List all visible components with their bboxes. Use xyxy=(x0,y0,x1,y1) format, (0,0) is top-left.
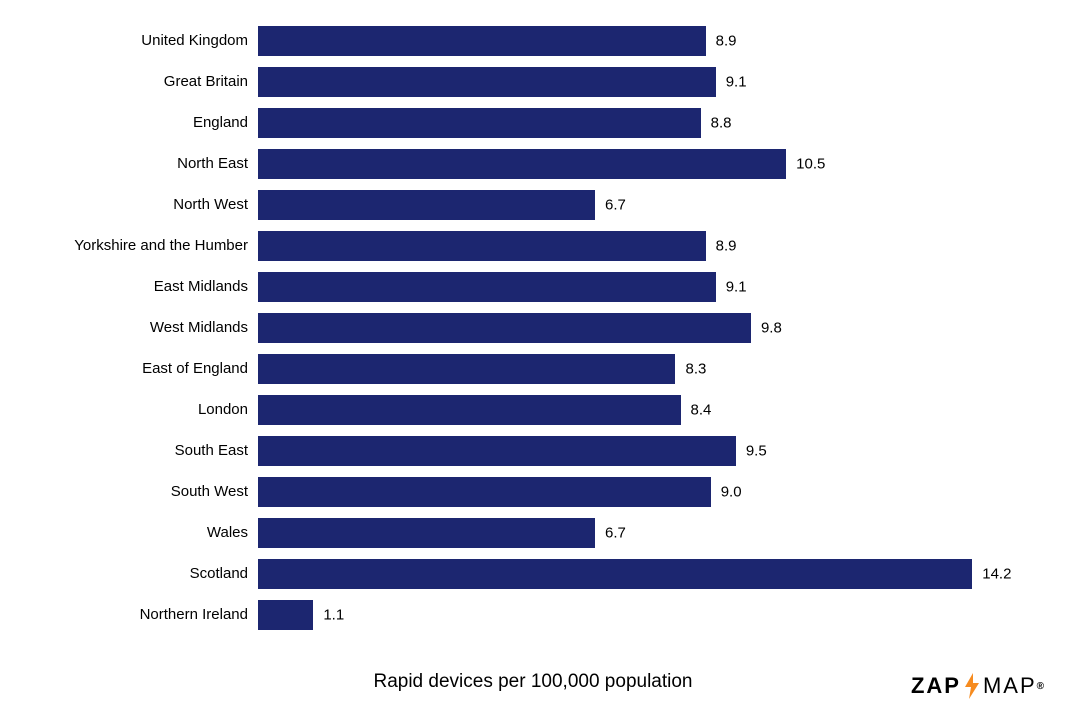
bar-value-label: 9.5 xyxy=(736,442,767,459)
chart-row: London8.4 xyxy=(0,389,1066,430)
zapmap-logo: ZAP MAP ® xyxy=(911,673,1044,699)
bar: 9.1 xyxy=(258,67,716,97)
bar: 8.9 xyxy=(258,26,706,56)
chart-row: East of England8.3 xyxy=(0,348,1066,389)
category-label: South East xyxy=(0,442,258,459)
bar-value-label: 9.1 xyxy=(716,278,747,295)
bar: 9.0 xyxy=(258,477,711,507)
logo-text-right: MAP xyxy=(983,673,1037,699)
bar-track: 9.1 xyxy=(258,272,1018,302)
bar-track: 6.7 xyxy=(258,190,1018,220)
category-label: Wales xyxy=(0,524,258,541)
bar: 8.4 xyxy=(258,395,681,425)
logo-text-left: ZAP xyxy=(911,673,961,699)
category-label: Great Britain xyxy=(0,73,258,90)
category-label: Scotland xyxy=(0,565,258,582)
logo-registered: ® xyxy=(1037,681,1044,692)
category-label: London xyxy=(0,401,258,418)
category-label: England xyxy=(0,114,258,131)
chart-row: West Midlands9.8 xyxy=(0,307,1066,348)
chart-row: South East9.5 xyxy=(0,430,1066,471)
bar-value-label: 1.1 xyxy=(313,606,344,623)
bar-value-label: 9.0 xyxy=(711,483,742,500)
category-label: West Midlands xyxy=(0,319,258,336)
chart-row: North West6.7 xyxy=(0,184,1066,225)
bar-track: 8.8 xyxy=(258,108,1018,138)
bar-track: 8.3 xyxy=(258,354,1018,384)
chart-row: Scotland14.2 xyxy=(0,553,1066,594)
chart-row: Wales6.7 xyxy=(0,512,1066,553)
bar-chart: United Kingdom8.9Great Britain9.1England… xyxy=(0,20,1066,635)
bar-track: 9.5 xyxy=(258,436,1018,466)
chart-row: North East10.5 xyxy=(0,143,1066,184)
bar-value-label: 14.2 xyxy=(972,565,1011,582)
bar: 14.2 xyxy=(258,559,972,589)
chart-row: Northern Ireland1.1 xyxy=(0,594,1066,635)
category-label: South West xyxy=(0,483,258,500)
bar-track: 1.1 xyxy=(258,600,1018,630)
bar-value-label: 8.4 xyxy=(681,401,712,418)
bar-track: 8.9 xyxy=(258,26,1018,56)
bar-track: 14.2 xyxy=(258,559,1018,589)
bar: 9.1 xyxy=(258,272,716,302)
bar-value-label: 10.5 xyxy=(786,155,825,172)
lightning-bolt-icon xyxy=(963,673,981,699)
bar-value-label: 6.7 xyxy=(595,196,626,213)
bar: 10.5 xyxy=(258,149,786,179)
bar: 8.3 xyxy=(258,354,675,384)
bar-value-label: 8.9 xyxy=(706,32,737,49)
category-label: Northern Ireland xyxy=(0,606,258,623)
category-label: East Midlands xyxy=(0,278,258,295)
chart-row: South West9.0 xyxy=(0,471,1066,512)
bar-track: 10.5 xyxy=(258,149,1018,179)
bar-value-label: 8.9 xyxy=(706,237,737,254)
category-label: United Kingdom xyxy=(0,32,258,49)
bar: 8.8 xyxy=(258,108,701,138)
chart-row: East Midlands9.1 xyxy=(0,266,1066,307)
chart-row: England8.8 xyxy=(0,102,1066,143)
bar-value-label: 9.8 xyxy=(751,319,782,336)
category-label: North East xyxy=(0,155,258,172)
bar-value-label: 8.8 xyxy=(701,114,732,131)
chart-row: United Kingdom8.9 xyxy=(0,20,1066,61)
bar: 1.1 xyxy=(258,600,313,630)
bar-track: 8.4 xyxy=(258,395,1018,425)
bar-value-label: 8.3 xyxy=(675,360,706,377)
bar-track: 8.9 xyxy=(258,231,1018,261)
chart-row: Great Britain9.1 xyxy=(0,61,1066,102)
bar-track: 9.0 xyxy=(258,477,1018,507)
bar-value-label: 9.1 xyxy=(716,73,747,90)
bar: 6.7 xyxy=(258,518,595,548)
bar: 6.7 xyxy=(258,190,595,220)
bar: 8.9 xyxy=(258,231,706,261)
chart-row: Yorkshire and the Humber8.9 xyxy=(0,225,1066,266)
category-label: Yorkshire and the Humber xyxy=(0,237,258,254)
category-label: North West xyxy=(0,196,258,213)
bar: 9.5 xyxy=(258,436,736,466)
x-axis-title: Rapid devices per 100,000 population xyxy=(0,671,1066,693)
bar: 9.8 xyxy=(258,313,751,343)
bar-track: 9.1 xyxy=(258,67,1018,97)
bar-track: 6.7 xyxy=(258,518,1018,548)
category-label: East of England xyxy=(0,360,258,377)
bar-value-label: 6.7 xyxy=(595,524,626,541)
bar-track: 9.8 xyxy=(258,313,1018,343)
